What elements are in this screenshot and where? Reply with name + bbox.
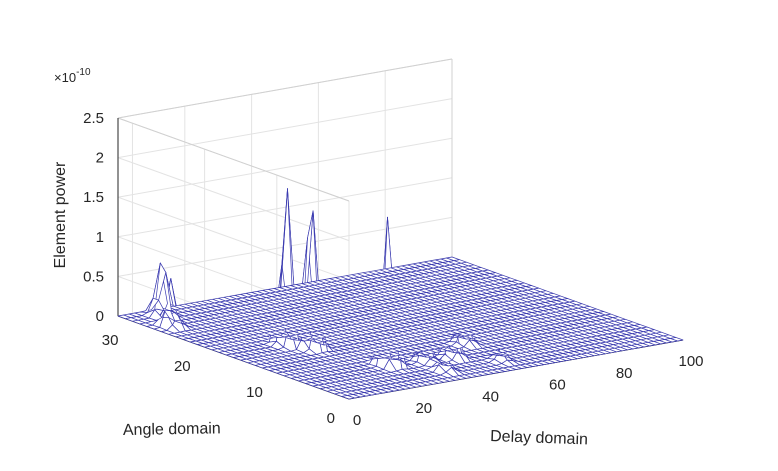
y-tick-label: 0	[327, 410, 335, 427]
x-tick-label: 80	[616, 365, 633, 382]
z-tick-label: 0	[96, 308, 104, 325]
z-tick-label: 1.5	[83, 189, 104, 206]
exponent-base: ×10	[54, 70, 76, 85]
z-tick-label: 2.5	[83, 110, 104, 127]
x-tick-label: 40	[482, 388, 499, 405]
x-tick-label: 100	[678, 353, 703, 370]
y-tick-label: 10	[246, 384, 263, 401]
box-edge	[117, 117, 350, 202]
x-axis-label: Delay domain	[490, 428, 588, 448]
x-tick-label: 60	[549, 377, 566, 394]
z-axis-label: Element power	[52, 161, 69, 268]
z-tick-label: 1	[96, 229, 104, 246]
exponent-power: -10	[76, 67, 91, 78]
x-tick-label: 0	[353, 412, 361, 429]
x-tick-label: 20	[415, 400, 432, 417]
y-axis-label: Angle domain	[123, 420, 221, 439]
z-axis-exponent: ×10-10	[54, 67, 91, 85]
grid-line-z-backwall	[117, 177, 453, 238]
surface-mesh	[117, 188, 684, 400]
y-tick-label: 20	[174, 358, 191, 375]
z-tick-label: 2	[96, 150, 104, 167]
tick-labels: 0 20 40 60 80 100 0 10 20 30 0 0.5 1 1.5 2 2.5	[83, 110, 703, 429]
surface-cell	[117, 314, 132, 319]
grid-line-z-backwall	[117, 98, 453, 159]
grid-line-z-backwall	[117, 137, 453, 198]
y-tick-label: 30	[102, 332, 119, 349]
box-edge	[117, 58, 453, 119]
z-tick-label: 0.5	[83, 268, 104, 285]
